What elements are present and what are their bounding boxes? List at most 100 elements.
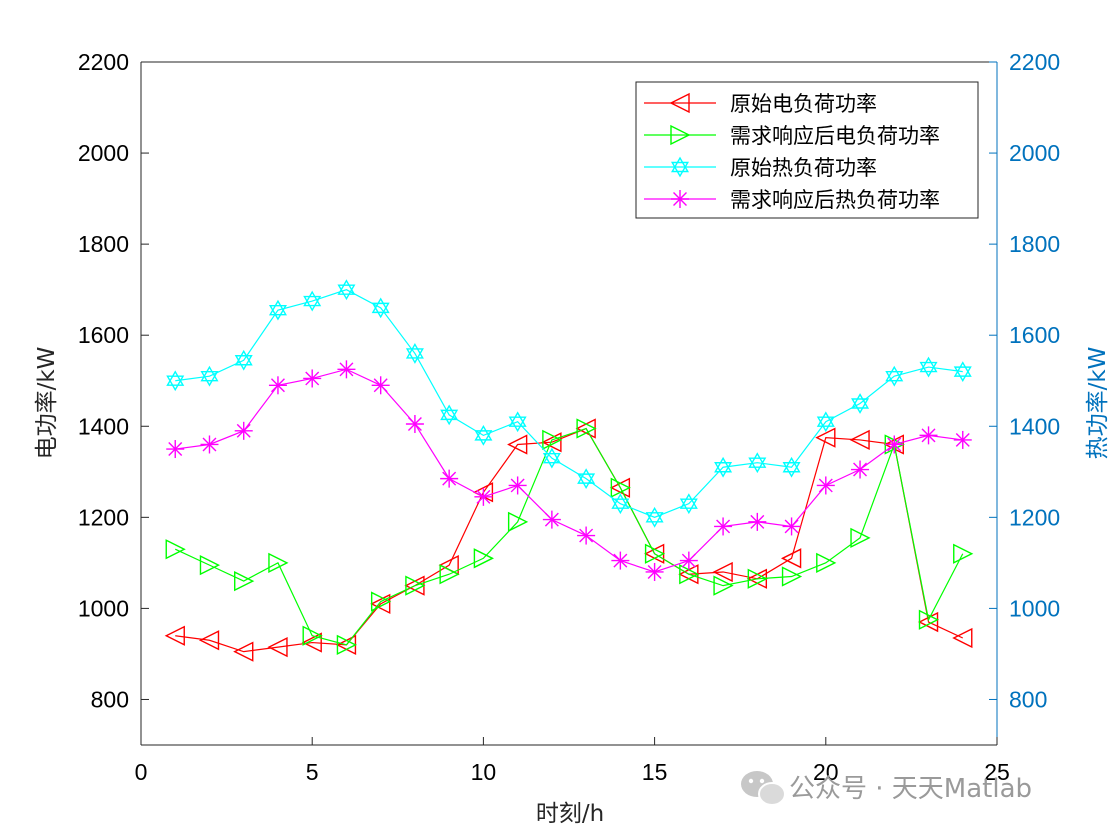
data-point xyxy=(301,632,322,653)
legend-box xyxy=(635,81,979,219)
x-axis-label: 时刻/h xyxy=(536,801,604,827)
data-point-marker xyxy=(305,371,320,386)
data-point xyxy=(473,548,494,569)
data-point xyxy=(267,636,288,658)
data-point-marker xyxy=(919,356,938,373)
data-point-marker xyxy=(407,417,422,431)
data-point xyxy=(507,511,529,533)
data-point-marker xyxy=(440,404,459,421)
right-y-axis: 800 1000 1200 1400 1600 1800 2000 2200 xyxy=(989,49,1060,712)
legend-label: 原始电负荷功率 xyxy=(730,92,877,116)
data-point xyxy=(782,517,801,536)
data-point-marker xyxy=(885,365,904,382)
data-point-marker xyxy=(544,512,559,527)
data-point xyxy=(542,429,563,451)
data-point-marker xyxy=(507,434,528,455)
data-point-marker xyxy=(919,361,938,378)
data-point-marker xyxy=(748,457,767,474)
data-point-marker xyxy=(234,355,253,371)
data-point xyxy=(508,476,527,495)
data-point-marker xyxy=(610,477,631,498)
data-point-marker xyxy=(647,564,662,579)
right-y-tick-label: 2000 xyxy=(1009,140,1060,166)
data-point-marker xyxy=(405,575,426,596)
right-y-tick-label: 1600 xyxy=(1009,322,1060,348)
data-point xyxy=(302,625,323,646)
x-tick-label: 15 xyxy=(642,759,668,785)
data-point-marker xyxy=(613,553,628,568)
data-point-marker xyxy=(168,442,183,457)
data-point xyxy=(918,609,940,630)
data-point xyxy=(782,456,801,478)
data-point xyxy=(953,543,974,564)
data-point xyxy=(234,349,253,371)
data-point-marker xyxy=(302,625,323,646)
data-point xyxy=(679,493,698,515)
data-point xyxy=(371,376,390,395)
data-point-marker xyxy=(714,456,733,473)
data-point xyxy=(164,625,185,646)
legend-entry-1: 原始电负荷功率 xyxy=(644,92,877,116)
data-point-marker xyxy=(476,489,491,504)
data-point-marker xyxy=(955,432,970,447)
data-point xyxy=(713,575,734,596)
right-y-tick-label: 1000 xyxy=(1009,595,1060,621)
data-point xyxy=(337,360,356,379)
data-point-marker xyxy=(816,552,837,573)
data-point xyxy=(953,361,972,383)
data-point xyxy=(234,421,253,440)
data-point-marker xyxy=(542,452,561,469)
data-point xyxy=(542,510,561,529)
data-point-marker xyxy=(782,456,801,473)
x-tick-label: 10 xyxy=(471,759,497,785)
data-point-marker xyxy=(818,478,833,493)
data-point-marker xyxy=(577,473,596,490)
series-2 xyxy=(165,418,974,655)
data-point xyxy=(644,543,666,564)
data-point-marker xyxy=(577,468,596,484)
data-point-marker xyxy=(670,156,690,173)
data-point xyxy=(336,634,358,655)
left-y-axis-label: 电功率/kW xyxy=(34,347,60,460)
data-point xyxy=(268,552,289,573)
data-point-marker xyxy=(268,552,289,573)
data-point xyxy=(166,370,185,392)
series-line xyxy=(175,368,963,573)
data-point xyxy=(748,512,767,531)
data-point xyxy=(508,411,527,433)
data-point xyxy=(714,517,733,536)
data-point xyxy=(405,575,426,596)
data-point-marker xyxy=(336,634,358,655)
data-point-marker xyxy=(267,636,288,658)
data-point-marker xyxy=(541,432,562,453)
data-point xyxy=(542,447,561,469)
left-y-axis: 800 1000 1200 1400 1600 1800 2000 2200 xyxy=(78,49,149,712)
data-point-marker xyxy=(673,192,687,206)
data-point-marker xyxy=(853,462,868,477)
data-point xyxy=(337,279,356,301)
data-point xyxy=(919,356,938,378)
data-point-marker xyxy=(921,428,936,443)
data-point-marker xyxy=(681,553,696,568)
x-tick-label: 25 xyxy=(984,759,1010,785)
data-point xyxy=(165,539,186,560)
data-point xyxy=(198,630,220,651)
left-y-tick-label: 2000 xyxy=(78,140,129,166)
left-y-tick-label: 800 xyxy=(91,686,129,712)
data-point xyxy=(474,487,493,506)
data-point-marker xyxy=(474,424,493,441)
data-point xyxy=(507,434,528,455)
legend-entry-3: 原始热负荷功率 xyxy=(644,156,877,180)
data-point xyxy=(952,627,973,649)
data-point xyxy=(439,564,460,585)
data-point-marker xyxy=(234,349,253,366)
data-point-marker xyxy=(270,378,285,393)
data-point-marker xyxy=(712,561,733,583)
data-point-marker xyxy=(303,290,322,307)
data-point xyxy=(645,506,664,528)
data-point xyxy=(303,290,322,312)
data-point-marker xyxy=(234,570,255,592)
left-y-tick-label: 2200 xyxy=(78,49,129,75)
data-point-marker xyxy=(268,299,287,316)
